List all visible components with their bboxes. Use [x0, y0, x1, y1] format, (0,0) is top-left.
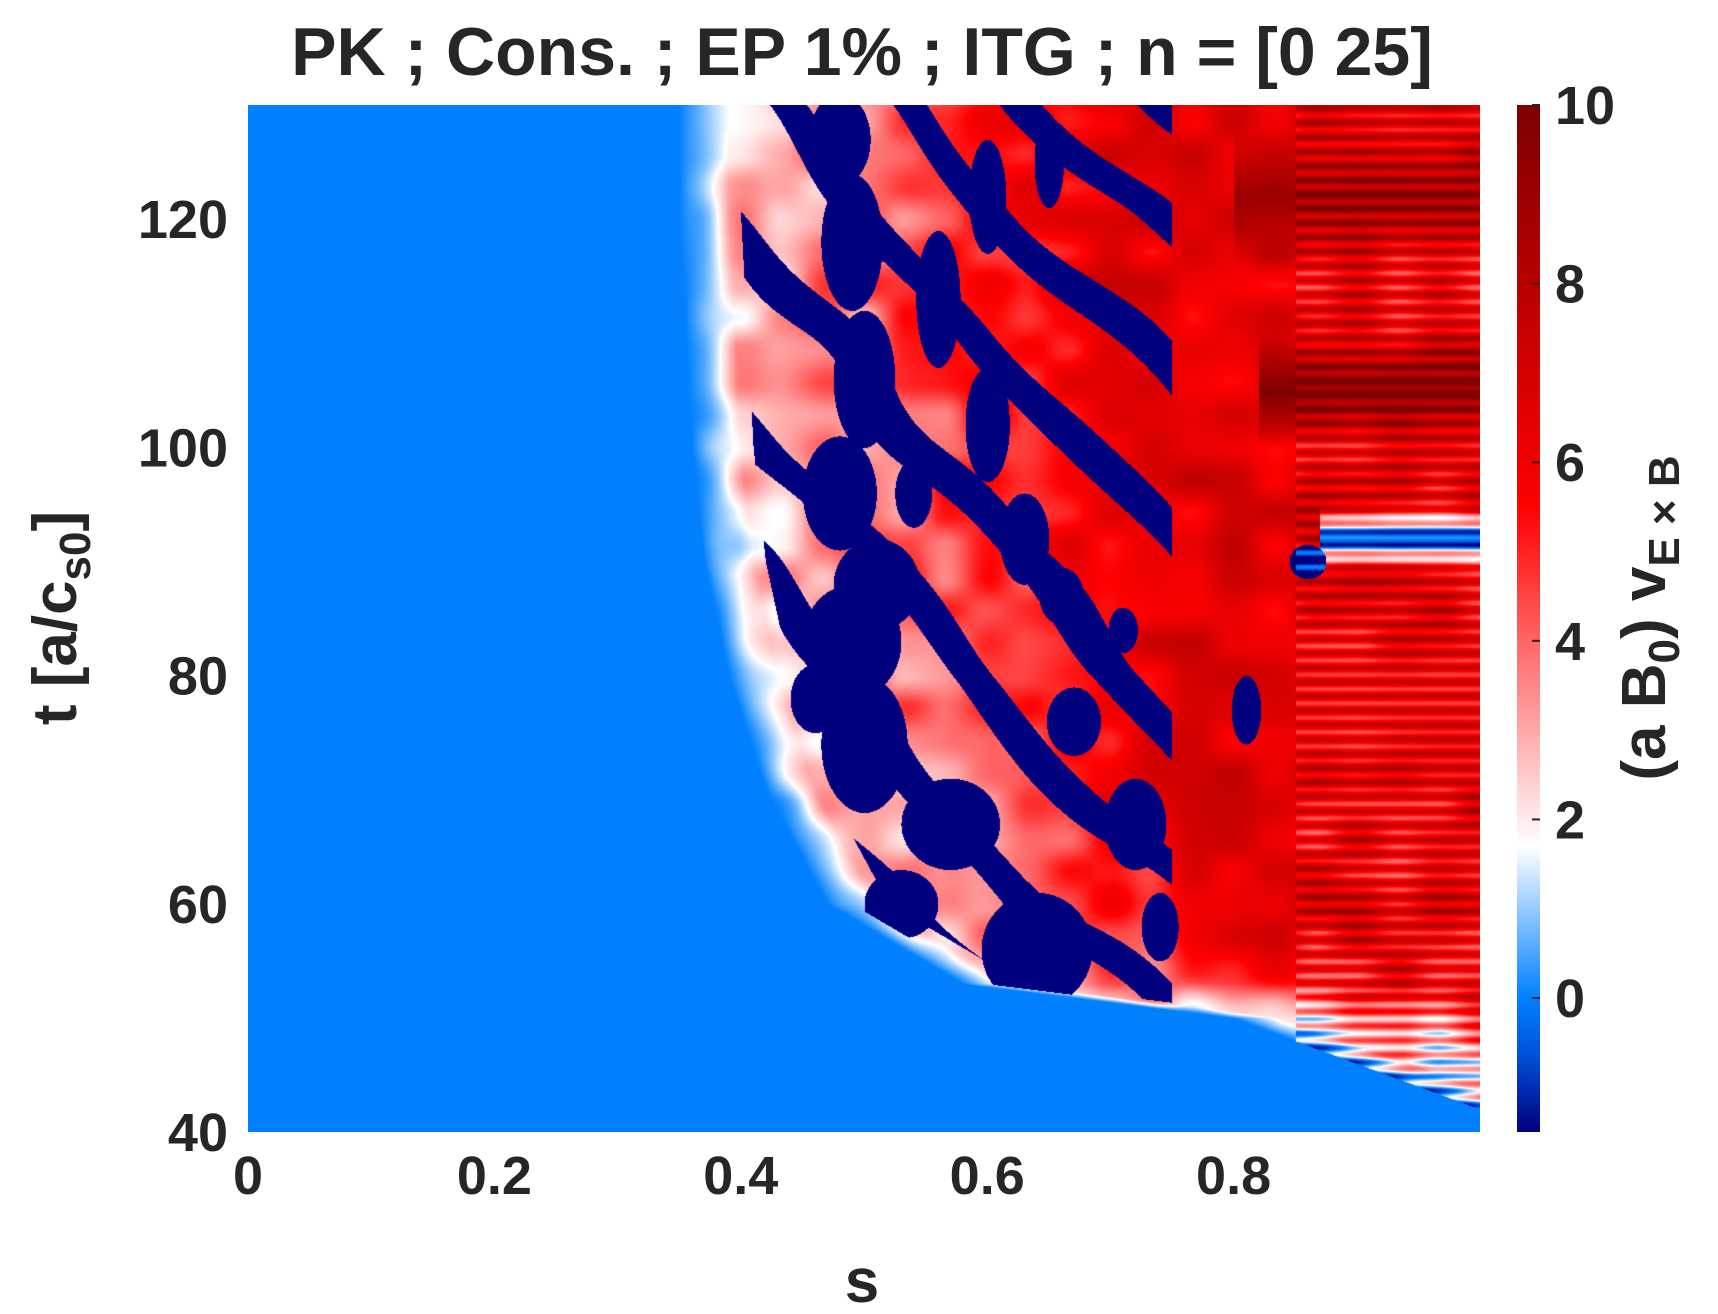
chart-title: PK ; Cons. ; EP 1% ; ITG ; n = [0 25]: [291, 14, 1433, 90]
x-tick-label: 0.8: [1196, 1146, 1271, 1206]
x-axis-label: s: [845, 1247, 879, 1314]
colorbar-ticks: 0 2 4 6 8 10: [1532, 76, 1615, 1029]
colorbar-label-mid: ) v: [1610, 566, 1679, 639]
colorbar-tick-label: 4: [1555, 612, 1585, 672]
y-axis-label: t [a/cs0]: [21, 511, 100, 725]
x-tick-label: 0.6: [950, 1146, 1025, 1206]
colorbar-tick-label: 0: [1555, 969, 1585, 1029]
y-axis-label-sub: s0: [51, 531, 100, 580]
x-tick-label: 0.2: [457, 1146, 532, 1206]
y-axis-label-main: t [a/c: [21, 580, 90, 725]
y-tick-label: 40: [168, 1103, 228, 1163]
colorbar-label-sub0: 0: [1640, 639, 1689, 663]
y-tick-label: 80: [168, 647, 228, 707]
colorbar-label-sub1: E × B: [1640, 455, 1689, 566]
y-axis-ticks: 40 60 80 100 120: [138, 190, 228, 1163]
colorbar-tick-label: 8: [1555, 255, 1585, 315]
y-tick-label: 100: [138, 418, 228, 478]
colorbar-tick-label: 10: [1555, 76, 1615, 136]
colorbar-label-prefix: (a B: [1610, 663, 1679, 780]
colorbar-tick-label: 2: [1555, 790, 1585, 850]
colorbar: [1517, 105, 1540, 1132]
heatmap-plot-area: [248, 105, 1480, 1132]
y-tick-label: 120: [138, 190, 228, 250]
colorbar-tick-label: 6: [1555, 433, 1585, 493]
y-axis-label-close: ]: [21, 511, 90, 532]
x-tick-label: 0: [233, 1146, 263, 1206]
x-axis-ticks: 0 0.2 0.4 0.6 0.8: [233, 1146, 1271, 1206]
colorbar-label: (a B0) vE × B: [1610, 455, 1689, 780]
y-tick-label: 60: [168, 875, 228, 935]
x-tick-label: 0.4: [703, 1146, 778, 1206]
